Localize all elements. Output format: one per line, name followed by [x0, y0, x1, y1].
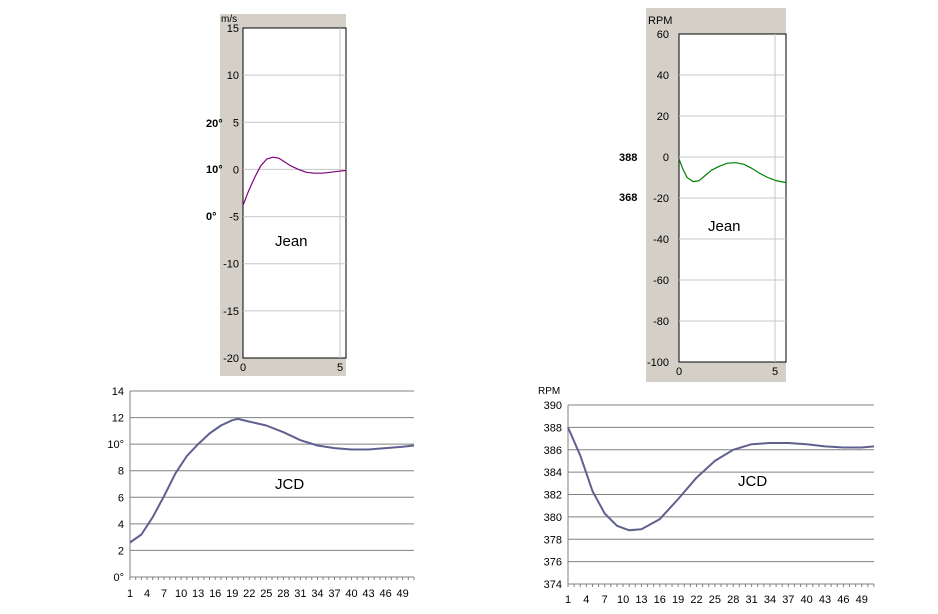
x-tick-label: 5 — [772, 366, 778, 378]
side-label: 388 — [619, 152, 637, 164]
x-tick-label: 0 — [240, 362, 246, 374]
y-tick-label: 10 — [227, 70, 239, 82]
y-tick-label: -20 — [223, 353, 239, 365]
y-tick-label: -60 — [653, 275, 669, 287]
y-tick-label: 15 — [227, 23, 239, 35]
x-tick-label: 25 — [260, 588, 272, 600]
x-tick-label: 10 — [617, 594, 629, 606]
x-tick-label: 10 — [175, 588, 187, 600]
y-tick-label: 6 — [118, 492, 124, 504]
x-tick-label: 37 — [782, 594, 794, 606]
x-tick-label: 16 — [654, 594, 666, 606]
side-label: 20° — [206, 118, 223, 130]
chart-annotation: Jean — [275, 233, 308, 250]
y-tick-label: -100 — [647, 357, 669, 369]
y-tick-label: 4 — [118, 519, 124, 531]
y-tick-label: -5 — [229, 212, 239, 224]
x-tick-label: 34 — [311, 588, 323, 600]
y-tick-label: -40 — [653, 234, 669, 246]
x-tick-label: 7 — [602, 594, 608, 606]
side-label: 368 — [619, 192, 637, 204]
y-tick-label: 382 — [544, 490, 562, 502]
x-tick-label: 16 — [209, 588, 221, 600]
y-tick-label: 376 — [544, 557, 562, 569]
x-tick-label: 19 — [226, 588, 238, 600]
y-tick-label: 0° — [113, 572, 124, 584]
x-tick-label: 37 — [328, 588, 340, 600]
series-line — [242, 156, 347, 206]
y-tick-label: 10° — [107, 439, 124, 451]
x-tick-label: 1 — [127, 588, 133, 600]
y-axis-label: RPM — [538, 386, 560, 397]
y-tick-label: 60 — [657, 29, 669, 41]
y-tick-label: 0 — [663, 152, 669, 164]
x-tick-label: 13 — [192, 588, 204, 600]
x-tick-label: 22 — [690, 594, 702, 606]
x-tick-label: 28 — [727, 594, 739, 606]
y-tick-label: 20 — [657, 111, 669, 123]
x-tick-label: 7 — [161, 588, 167, 600]
x-tick-label: 40 — [345, 588, 357, 600]
y-tick-label: 12 — [112, 413, 124, 425]
y-tick-label: 5 — [233, 117, 239, 129]
x-tick-label: 49 — [397, 588, 409, 600]
y-tick-label: 40 — [657, 70, 669, 82]
y-tick-label: 374 — [544, 579, 562, 591]
y-tick-label: 14 — [112, 386, 124, 398]
y-tick-label: 388 — [544, 422, 562, 434]
chart-annotation: JCD — [275, 476, 304, 493]
x-tick-label: 4 — [144, 588, 150, 600]
x-tick-label: 40 — [801, 594, 813, 606]
x-tick-label: 46 — [837, 594, 849, 606]
x-tick-label: 0 — [676, 366, 682, 378]
series-line — [678, 158, 787, 184]
x-tick-label: 25 — [709, 594, 721, 606]
y-tick-label: 2 — [118, 545, 124, 557]
x-tick-label: 22 — [243, 588, 255, 600]
x-tick-label: 43 — [819, 594, 831, 606]
x-tick-label: 5 — [337, 362, 343, 374]
y-tick-label: -10 — [223, 259, 239, 271]
x-tick-label: 19 — [672, 594, 684, 606]
y-tick-label: -20 — [653, 193, 669, 205]
y-tick-label: 386 — [544, 445, 562, 457]
chart-top-right: RPM 60 40 20 0 -20 -40 -60 -80 -100 0 5 388 368 Jean — [619, 8, 787, 382]
y-tick-label: -15 — [223, 306, 239, 318]
side-label: 0° — [206, 211, 217, 223]
y-tick-label: 390 — [544, 400, 562, 412]
x-tick-label: 28 — [277, 588, 289, 600]
x-tick-label: 49 — [856, 594, 868, 606]
series-line — [567, 426, 875, 532]
chart-annotation: Jean — [708, 218, 741, 235]
chart-annotation: JCD — [738, 473, 767, 490]
y-tick-label: 384 — [544, 467, 562, 479]
x-tick-label: 31 — [745, 594, 757, 606]
x-tick-label: 31 — [294, 588, 306, 600]
y-tick-label: 378 — [544, 534, 562, 546]
series-line — [129, 417, 415, 544]
y-tick-label: 8 — [118, 466, 124, 478]
side-label: 10° — [206, 164, 223, 176]
y-tick-label: -80 — [653, 316, 669, 328]
plot-area — [242, 27, 347, 359]
x-tick-label: 1 — [565, 594, 571, 606]
y-tick-label: 0 — [233, 164, 239, 176]
x-tick-label: 34 — [764, 594, 776, 606]
y-axis-label: RPM — [648, 15, 672, 27]
x-tick-label: 4 — [583, 594, 589, 606]
x-tick-label: 46 — [379, 588, 391, 600]
x-tick-label: 43 — [362, 588, 374, 600]
y-tick-label: 380 — [544, 512, 562, 524]
x-tick-label: 13 — [635, 594, 647, 606]
y-axis-label: m/s — [221, 14, 237, 25]
